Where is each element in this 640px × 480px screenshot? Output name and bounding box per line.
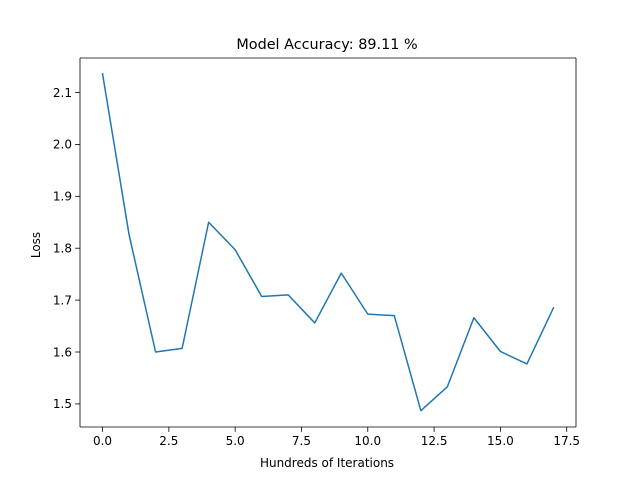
x-tick-label: 17.5 bbox=[553, 434, 580, 448]
y-tick-label: 1.5 bbox=[53, 397, 72, 411]
x-tick-label: 12.5 bbox=[421, 434, 448, 448]
y-tick-label: 2.1 bbox=[53, 86, 72, 100]
x-tick-label: 15.0 bbox=[487, 434, 514, 448]
x-axis-title: Hundreds of Iterations bbox=[260, 456, 394, 470]
x-tick-label: 7.5 bbox=[292, 434, 311, 448]
y-tick-label: 1.9 bbox=[53, 190, 72, 204]
y-tick-label: 1.8 bbox=[53, 242, 72, 256]
y-axis-title: Loss bbox=[29, 232, 43, 258]
series-line-0 bbox=[101, 72, 555, 412]
x-tick-label: 0.0 bbox=[93, 434, 112, 448]
x-tick-label: 10.0 bbox=[354, 434, 381, 448]
x-tick-label: 2.5 bbox=[159, 434, 178, 448]
x-tick-label: 5.0 bbox=[226, 434, 245, 448]
y-tick-label: 1.7 bbox=[53, 293, 72, 307]
y-tick-label: 2.0 bbox=[53, 138, 72, 152]
y-tick-label: 1.6 bbox=[53, 345, 72, 359]
chart-title: Model Accuracy: 89.11 % bbox=[236, 37, 417, 53]
plot-area: 0.0 2.5 5.0 7.5 10.0 12.5 15.0 17.5 1.5 1.6 1.7 1.8… bbox=[53, 57, 580, 448]
